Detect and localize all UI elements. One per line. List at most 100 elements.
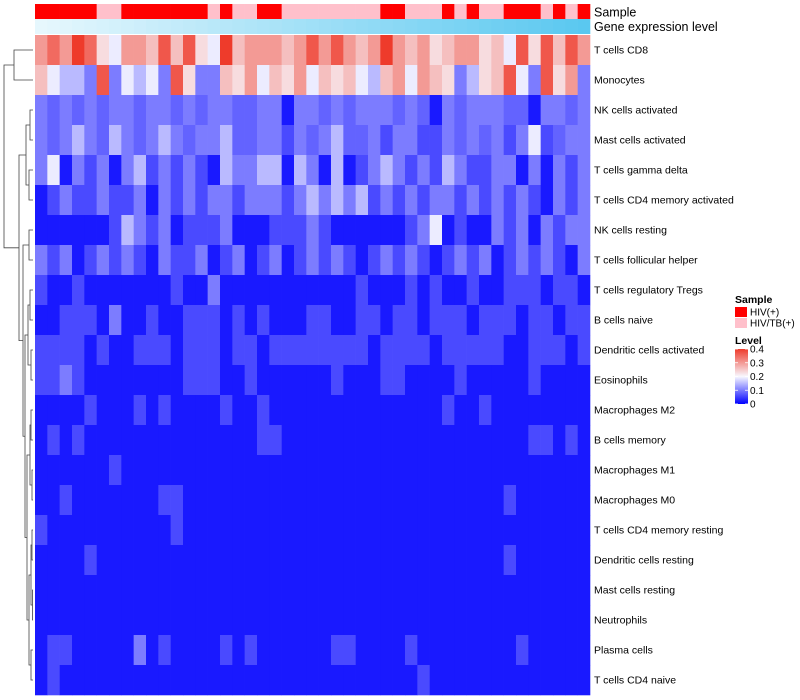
row-label: T cells CD8 [594,45,648,57]
heatmap-cell [183,245,196,276]
heatmap-cell [207,305,221,336]
heatmap-cell [281,305,295,336]
heatmap-cell [121,515,134,546]
heatmap-cell [158,215,171,246]
heatmap-cell [405,35,418,66]
heatmap-cell [392,635,406,666]
heatmap-cell [577,425,591,456]
heatmap-cell [257,605,270,636]
heatmap-cell [183,155,196,186]
heatmap-cell [146,605,159,636]
heatmap-cell [528,95,541,126]
heatmap-cell [565,395,578,426]
heatmap-cell [429,35,443,66]
heatmap-cell [503,575,517,606]
heatmap-cell [355,365,369,396]
heatmap-cell [220,125,233,156]
heatmap-cell [577,35,591,66]
heatmap-cell [565,605,578,636]
heatmap-cell [540,365,554,396]
heatmap-cell [466,245,480,276]
heatmap-cell [368,545,381,576]
heatmap-cell [479,275,492,306]
heatmap-cell [355,215,369,246]
heatmap-cell [454,245,467,276]
heatmap-cell [577,605,591,636]
heatmap-cell [96,95,110,126]
heatmap-cell [528,605,541,636]
heatmap-cell [417,95,430,126]
heatmap-cell [220,155,233,186]
heatmap-cell [405,215,418,246]
heatmap-cell [479,245,492,276]
heatmap-cell [84,305,97,336]
heatmap-cell [355,605,369,636]
heatmap-cell [553,155,566,186]
heatmap-cell [232,575,245,606]
heatmap-cell [442,485,455,516]
heatmap-cell [454,275,467,306]
heatmap-cell [84,395,97,426]
heatmap-cell [392,365,406,396]
heatmap-cell [405,665,418,696]
heatmap-cell [454,35,467,66]
expression-level-cell [516,19,529,34]
expression-level-cell [343,19,356,34]
heatmap-cell [281,365,295,396]
heatmap-cell [553,635,566,666]
heatmap-cell [183,545,196,576]
heatmap-cell [146,455,159,486]
heatmap-cell [96,305,110,336]
heatmap-cell [35,95,48,126]
heatmap-cell [47,455,60,486]
heatmap-cell [392,245,406,276]
heatmap-cell [355,425,369,456]
heatmap-cell [368,485,381,516]
heatmap-cell [516,365,529,396]
heatmap-cell [577,305,591,336]
heatmap-cell [158,635,171,666]
heatmap-cell [35,305,48,336]
heatmap-cell [454,455,467,486]
heatmap-cell [417,35,430,66]
heatmap-cell [491,605,504,636]
heatmap-cell [491,635,504,666]
dendrogram-branch [3,64,19,249]
heatmap-cell [503,275,517,306]
heatmap-cell [331,215,344,246]
expression-level-cell [133,19,147,34]
heatmap-cell [146,35,159,66]
dendrogram-branch [31,469,33,501]
heatmap-cell [47,365,60,396]
heatmap-cell [454,95,467,126]
sample-annotation-cell [405,4,418,19]
heatmap-cell [195,665,208,696]
heatmap-cell [516,575,529,606]
heatmap-cell [109,455,122,486]
heatmap-cell [72,215,85,246]
heatmap-cell [306,545,319,576]
heatmap-cell [528,665,541,696]
heatmap-cell [417,215,430,246]
dendrogram-branch [13,49,33,81]
heatmap-cell [220,35,233,66]
heatmap-cell [318,95,332,126]
row-label: B cells naive [594,315,653,327]
heatmap-cell [35,65,48,96]
row-label: Monocytes [594,75,645,87]
heatmap-cell [257,545,270,576]
heatmap-cell [207,245,221,276]
heatmap-cell [540,515,554,546]
heatmap-cell [331,35,344,66]
heatmap-cell [133,245,147,276]
heatmap-cell [491,95,504,126]
heatmap-cell [207,275,221,306]
heatmap-cell [121,425,134,456]
heatmap-cell [491,515,504,546]
heatmap-cells [35,35,591,696]
heatmap-cell [516,515,529,546]
heatmap-cell [368,605,381,636]
heatmap-cell [121,485,134,516]
heatmap-cell [577,185,591,216]
heatmap-cell [405,635,418,666]
